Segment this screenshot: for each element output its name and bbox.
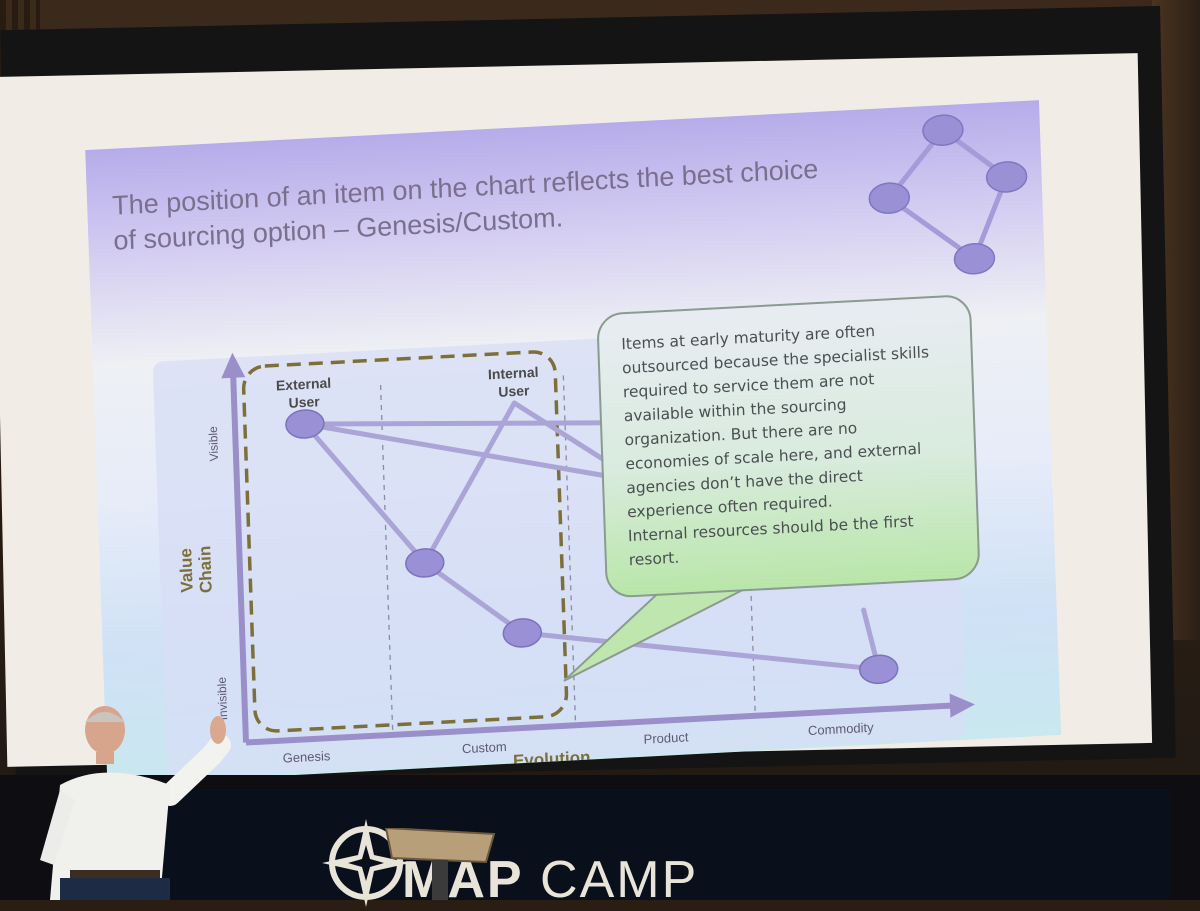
sourcing-callout: Items at early maturity are often outsou… [596, 293, 981, 599]
presenter [40, 706, 231, 900]
map-node [859, 654, 899, 685]
logo-word-camp: CAMP [540, 851, 699, 909]
node-label-internal-user: Internal [488, 364, 539, 383]
callout-pointer [563, 584, 752, 682]
x-axis [245, 702, 956, 746]
x-stage-label: Genesis [282, 748, 331, 766]
node-label-external-user: External [276, 375, 332, 394]
map-link [422, 400, 517, 566]
map-link [302, 421, 620, 481]
y-axis-title-value: Value [176, 548, 197, 593]
presentation-slide: The position of an item on the chart ref… [85, 100, 1062, 785]
value-chain-map: External User Internal User Visible Invi… [176, 350, 976, 771]
genesis-custom-highlight-box [241, 350, 569, 733]
map-link [302, 420, 618, 427]
y-axis-arrow-icon [221, 352, 246, 379]
y-axis [230, 372, 249, 743]
node-label-external-user-2: User [288, 393, 320, 411]
map-node [405, 548, 445, 578]
lectern [384, 828, 496, 900]
projection-screen: The position of an item on the chart ref… [0, 53, 1153, 785]
map-node-external-user [285, 409, 325, 439]
stage-divider [562, 375, 577, 726]
map-link [422, 560, 525, 636]
stage-divider [379, 384, 394, 735]
x-stage-label: Product [643, 729, 689, 746]
y-axis-title-chain: Chain [195, 545, 216, 593]
stage-banner [140, 790, 1170, 900]
x-axis-arrow-icon [949, 693, 976, 718]
compass-star-icon [322, 819, 410, 907]
map-link [302, 421, 428, 566]
y-axis-invisible-label: Invisible [215, 676, 231, 720]
map-link [511, 400, 620, 471]
node-label-internal-user-2: User [498, 382, 530, 400]
map-link [519, 630, 882, 672]
network-graph-logo [868, 114, 1028, 275]
x-stage-label: Commodity [808, 720, 875, 738]
x-stage-label: Custom [462, 739, 507, 756]
mapcamp-logo-text: MAP CAMP [402, 850, 698, 910]
map-node [502, 618, 543, 648]
y-axis-visible-label: Visible [206, 426, 221, 462]
